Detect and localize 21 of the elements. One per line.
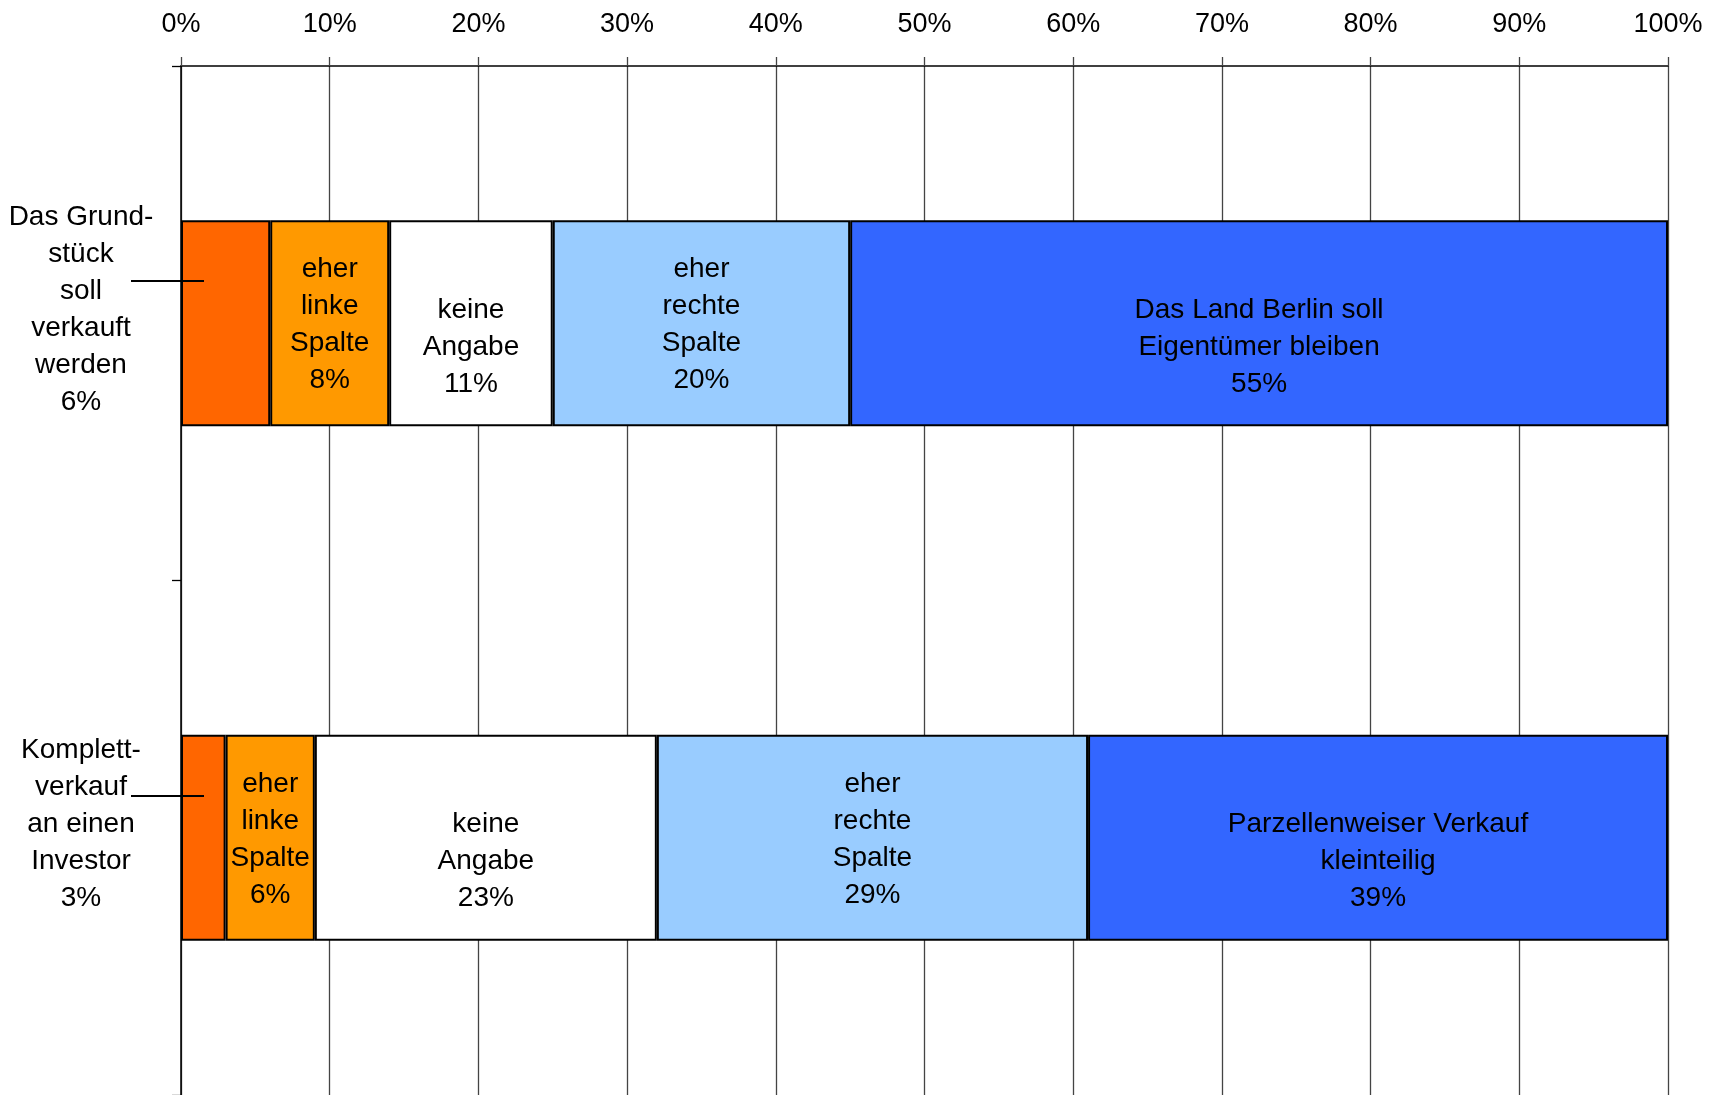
data-label: Das Land Berlin soll Eigentümer bleiben 55% bbox=[1134, 292, 1384, 398]
x-tick-label: 70% bbox=[1194, 7, 1249, 38]
data-label: eher rechte Spalte 29% bbox=[832, 766, 913, 909]
x-tick-label: 10% bbox=[302, 7, 357, 38]
x-tick-label: 0% bbox=[161, 7, 201, 38]
data-label: Komplett- verkauf an einen Investor 3% bbox=[21, 733, 141, 913]
data-label: Parzellenweiser Verkauf kleinteilig 39% bbox=[1227, 807, 1529, 913]
x-tick-label: 50% bbox=[897, 7, 952, 38]
data-label: Das Grund- stück soll verkauft werden 6% bbox=[8, 200, 154, 417]
data-label: keine Angabe 11% bbox=[422, 292, 520, 398]
x-tick-label: 30% bbox=[600, 7, 655, 38]
x-tick-label: 40% bbox=[748, 7, 803, 38]
x-tick-label: 80% bbox=[1343, 7, 1398, 38]
x-tick-label: 60% bbox=[1046, 7, 1101, 38]
data-label: keine Angabe 23% bbox=[437, 807, 535, 913]
x-tick-label: 100% bbox=[1633, 7, 1703, 38]
data-label: eher rechte Spalte 20% bbox=[661, 252, 742, 395]
data-label: eher linke Spalte 6% bbox=[230, 766, 310, 909]
x-tick-label: 20% bbox=[451, 7, 506, 38]
x-tick-label: 90% bbox=[1492, 7, 1547, 38]
data-label: eher linke Spalte 8% bbox=[290, 252, 370, 395]
